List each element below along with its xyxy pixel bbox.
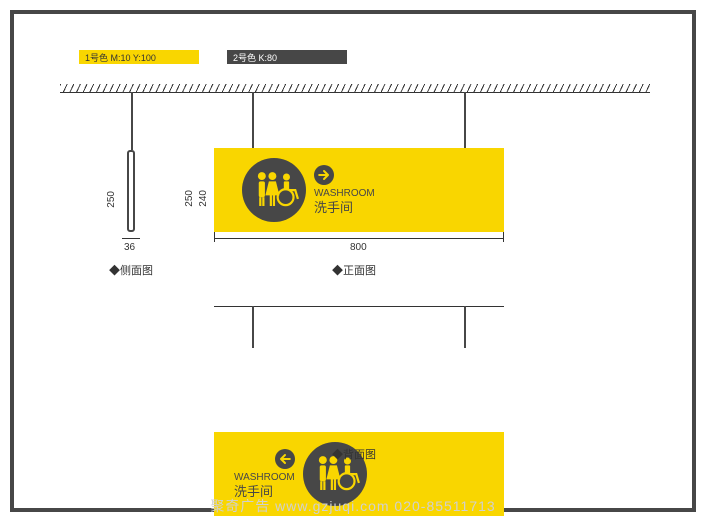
side-dim-w: 36 bbox=[124, 242, 135, 253]
arrow-left-icon bbox=[277, 451, 293, 467]
front-dim-h-inner: 240 bbox=[198, 190, 209, 207]
side-dim-w-line bbox=[122, 238, 140, 239]
arrow-right-icon bbox=[316, 167, 332, 183]
ceiling-hatch bbox=[60, 84, 650, 92]
back-rod-left bbox=[252, 306, 254, 348]
front-dim-tick-l bbox=[214, 232, 215, 242]
back-rod-right bbox=[464, 306, 466, 348]
side-caption: ◆侧面图 bbox=[109, 262, 153, 278]
front-dim-tick-r bbox=[503, 232, 504, 242]
legend-swatch: 1号色 M:10 Y:100 bbox=[79, 50, 199, 64]
side-panel bbox=[127, 150, 135, 232]
legend-swatch: 2号色 K:80 bbox=[227, 50, 347, 64]
back-caption: ◆背面图 bbox=[332, 446, 376, 462]
washroom-people-icon bbox=[246, 162, 302, 218]
front-dim-w-line bbox=[214, 238, 504, 239]
canvas: 1号色 M:10 Y:100 2号色 K:80 250 36 ◆侧面图 WASHR… bbox=[14, 14, 692, 508]
side-dim-h: 250 bbox=[106, 191, 117, 208]
front-rod-right bbox=[464, 92, 466, 148]
back-ceiling bbox=[214, 306, 504, 307]
front-panel: WASHROOM洗手间 bbox=[214, 148, 504, 232]
color-legend: 1号色 M:10 Y:100 2号色 K:80 bbox=[79, 50, 347, 64]
front-rod-left bbox=[252, 92, 254, 148]
washroom-label: WASHROOM洗手间 bbox=[314, 188, 375, 216]
front-dim-h-outer: 250 bbox=[184, 190, 195, 207]
front-dim-w: 800 bbox=[350, 242, 367, 253]
watermark: 聚奇广告 www.gzjuqi.com 020-85511713 bbox=[0, 496, 706, 516]
ceiling-line bbox=[60, 92, 650, 93]
side-rod bbox=[131, 92, 133, 150]
front-caption: ◆正面图 bbox=[332, 262, 376, 278]
